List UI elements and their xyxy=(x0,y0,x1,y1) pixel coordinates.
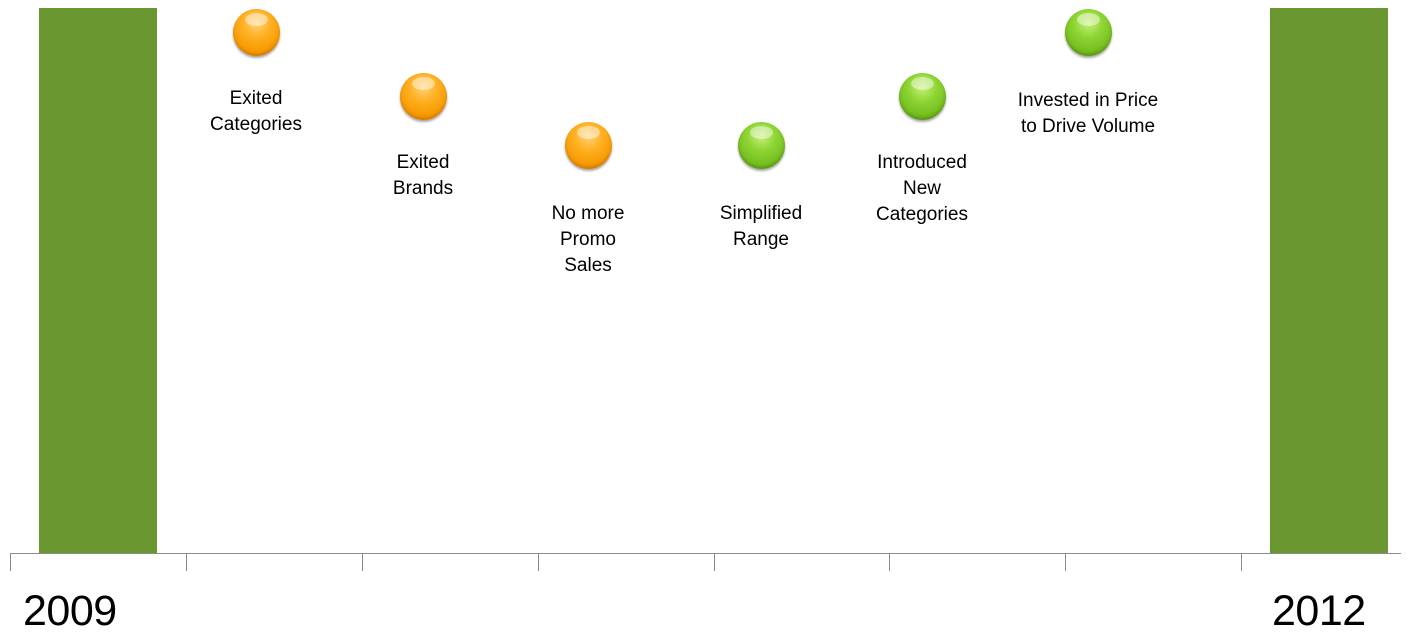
end-year-bar xyxy=(1270,8,1388,554)
start-year-bar xyxy=(39,8,157,554)
milestone-label-simplified-range: Simplified Range xyxy=(719,203,803,250)
axis-tick xyxy=(714,553,715,571)
axis-tick xyxy=(1241,553,1242,571)
milestone-label-exited-categories: Exited Categories xyxy=(210,88,302,135)
end-year-label: 2012 xyxy=(1272,587,1366,635)
timeline-axis xyxy=(10,553,1401,554)
milestone-marker-invested-in-price xyxy=(1065,9,1112,56)
milestone-marker-no-more-promo-sales xyxy=(565,122,612,169)
milestone-label-introduced-new-categories: Introduced New Categories xyxy=(876,152,968,225)
milestone-label-no-more-promo-sales: No more Promo Sales xyxy=(551,203,625,276)
milestone-marker-exited-brands xyxy=(400,73,447,120)
axis-tick xyxy=(362,553,363,571)
milestone-marker-exited-categories xyxy=(233,9,280,56)
axis-tick xyxy=(186,553,187,571)
axis-tick xyxy=(538,553,539,571)
axis-tick xyxy=(889,553,890,571)
start-year-label: 2009 xyxy=(23,587,117,635)
milestone-label-invested-in-price: Invested in Price to Drive Volume xyxy=(1017,90,1159,137)
axis-tick xyxy=(10,553,11,571)
milestone-label-exited-brands: Exited Brands xyxy=(392,152,454,199)
milestone-marker-introduced-new-categories xyxy=(899,73,946,120)
milestone-marker-simplified-range xyxy=(738,122,785,169)
axis-tick xyxy=(1065,553,1066,571)
